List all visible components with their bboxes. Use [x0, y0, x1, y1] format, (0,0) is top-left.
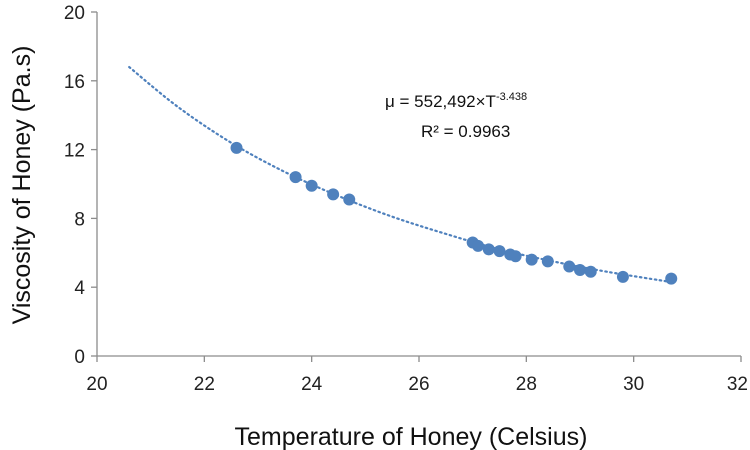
x-tick-label: 32	[727, 374, 748, 395]
x-tick-label: 30	[623, 374, 644, 395]
x-tick-label: 26	[408, 374, 429, 395]
data-point	[563, 260, 576, 273]
data-point	[327, 188, 340, 201]
trendline-equation: μ = 552,492×T-3.438	[385, 91, 527, 111]
data-point	[493, 245, 506, 258]
x-tick-label: 22	[194, 374, 215, 395]
data-point	[343, 193, 356, 206]
data-point	[289, 171, 302, 184]
axes	[91, 11, 742, 362]
data-point	[509, 250, 522, 263]
data-point	[525, 253, 538, 266]
data-point	[541, 255, 554, 268]
data-points	[230, 141, 678, 285]
data-point	[305, 179, 318, 192]
equation-base: μ = 552,492×T	[385, 92, 496, 111]
y-tick-label: 16	[64, 72, 85, 93]
y-tick-label: 4	[74, 278, 85, 299]
equation-exponent: -3.438	[496, 91, 527, 103]
data-point	[616, 270, 629, 283]
y-tick-label: 8	[74, 209, 85, 230]
y-tick-label: 20	[64, 3, 85, 24]
x-axis-title: Temperature of Honey (Celsius)	[235, 423, 588, 450]
y-tick-label: 12	[64, 141, 85, 162]
data-point	[665, 272, 678, 285]
x-tick-label: 24	[301, 374, 323, 395]
data-point	[230, 141, 243, 154]
r-squared-label: R² = 0.9963	[421, 122, 510, 141]
data-point	[472, 239, 485, 252]
x-tick-label: 28	[516, 374, 537, 395]
data-point	[584, 265, 597, 278]
tick-labels: 0 4 8 12 16 20 20 22 24 26 28 30 32	[64, 3, 748, 395]
data-point	[574, 264, 586, 276]
y-axis-title: Viscosity of Honey (Pa.s)	[8, 46, 36, 325]
data-point	[482, 243, 495, 256]
x-tick-label: 20	[86, 374, 107, 395]
y-tick-label: 0	[74, 347, 85, 368]
